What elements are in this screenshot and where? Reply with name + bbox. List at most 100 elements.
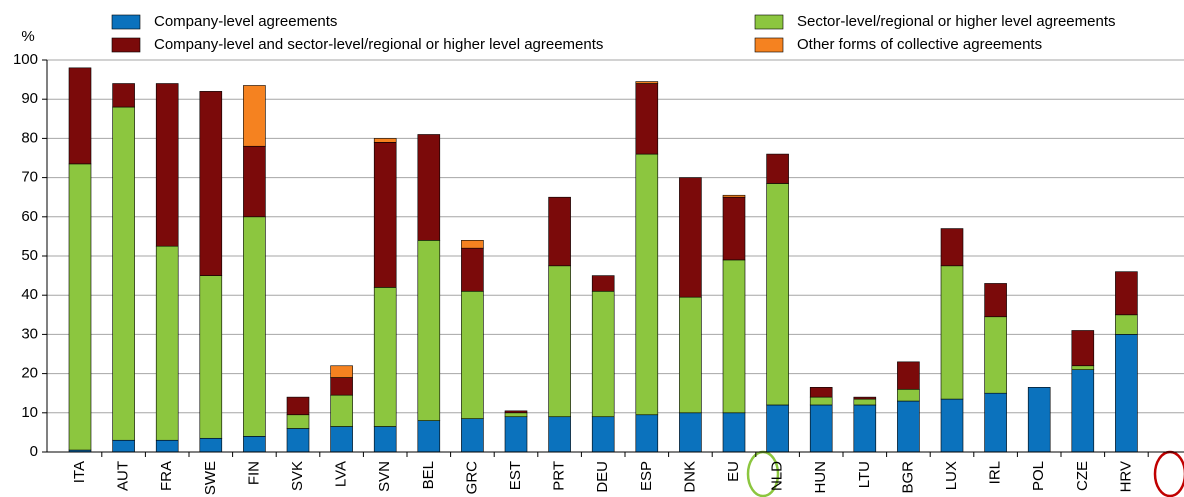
x-tick-label: EST bbox=[507, 461, 524, 490]
bar-segment bbox=[199, 275, 223, 439]
y-axis-label: % bbox=[21, 28, 34, 45]
x-tick-label: LUX bbox=[943, 461, 960, 490]
bar-segment bbox=[243, 436, 266, 453]
bar-segment bbox=[635, 153, 659, 416]
bar-segment bbox=[68, 67, 92, 165]
bar-segment bbox=[984, 283, 1007, 318]
x-tick-label: HRV bbox=[1117, 461, 1134, 492]
x-tick-label: POL bbox=[1030, 461, 1047, 491]
bar-segment bbox=[679, 296, 702, 414]
x-tick-label: FRA bbox=[158, 461, 175, 491]
bar-segment bbox=[330, 377, 353, 396]
y-tick-label: 50 bbox=[21, 247, 38, 264]
bar-segment bbox=[897, 361, 920, 390]
x-tick-label: PRT bbox=[551, 461, 568, 491]
bar-segment bbox=[330, 365, 353, 378]
bar-segment bbox=[373, 138, 397, 143]
bar-segment bbox=[1115, 314, 1138, 335]
bar-segment bbox=[940, 228, 964, 267]
bar-segment bbox=[984, 316, 1007, 394]
bar-segment bbox=[853, 398, 877, 406]
bar-segment bbox=[766, 153, 789, 184]
bar-segment bbox=[722, 194, 746, 198]
x-tick-label: EU bbox=[725, 461, 742, 482]
x-tick-label: DNK bbox=[681, 461, 698, 493]
x-tick-label: NLD bbox=[769, 461, 786, 491]
bar-segment bbox=[112, 106, 135, 441]
bar-segment bbox=[243, 85, 266, 147]
bar-segment bbox=[286, 396, 310, 416]
bar-segment bbox=[591, 290, 615, 418]
bar-segment bbox=[591, 275, 615, 292]
bar-segment bbox=[809, 404, 833, 453]
bar-segment bbox=[112, 439, 135, 453]
bar-segment bbox=[155, 439, 179, 453]
bar-segment bbox=[766, 183, 789, 406]
bar-segment bbox=[853, 404, 877, 453]
bar-segment bbox=[504, 412, 528, 418]
bar-segment bbox=[1115, 334, 1138, 453]
bar-segment bbox=[1115, 271, 1138, 316]
bar-segment bbox=[504, 410, 528, 414]
x-tick-label: IRL bbox=[987, 461, 1004, 484]
y-tick-label: 40 bbox=[21, 286, 38, 303]
bar-segment bbox=[1071, 330, 1095, 367]
y-tick-label: 100 bbox=[13, 51, 38, 68]
legend-swatch bbox=[754, 37, 784, 53]
y-tick-label: 80 bbox=[21, 129, 38, 146]
x-tick-label: LTU bbox=[856, 461, 873, 488]
y-tick-label: 20 bbox=[21, 365, 38, 382]
bar-segment bbox=[635, 414, 659, 453]
y-tick-label: 10 bbox=[21, 404, 38, 421]
x-tick-label: ESP bbox=[638, 461, 655, 491]
bar-segment bbox=[112, 83, 135, 108]
bar-segment bbox=[417, 134, 441, 241]
bar-segment bbox=[1071, 369, 1095, 453]
bar-segment bbox=[548, 416, 571, 453]
legend-label: Company-level agreements bbox=[154, 13, 337, 30]
bar-segment bbox=[68, 163, 92, 451]
bar-segment bbox=[243, 145, 266, 218]
bar-segment bbox=[330, 426, 353, 453]
bar-segment bbox=[373, 426, 397, 453]
x-tick-label: GRC bbox=[463, 461, 480, 495]
bar-segment bbox=[897, 388, 920, 402]
y-tick-label: 30 bbox=[21, 325, 38, 342]
x-tick-label: CZE bbox=[1074, 461, 1091, 491]
bar-segment bbox=[940, 398, 964, 453]
bar-segment bbox=[940, 265, 964, 400]
legend-label: Sector-level/regional or higher level ag… bbox=[797, 13, 1116, 30]
y-tick-label: 70 bbox=[21, 169, 38, 186]
bar-segment bbox=[1071, 365, 1095, 370]
y-tick-label: 60 bbox=[21, 208, 38, 225]
bar-segment bbox=[461, 290, 484, 419]
legend-swatch bbox=[111, 37, 141, 53]
bar-segment bbox=[461, 247, 484, 292]
bar-segment bbox=[548, 196, 571, 267]
bar-segment bbox=[722, 412, 746, 453]
bar-segment bbox=[199, 437, 223, 453]
x-tick-label: SVN bbox=[376, 461, 393, 492]
bar-segment bbox=[417, 240, 441, 421]
legend-swatch bbox=[111, 14, 141, 30]
bar-segment bbox=[155, 83, 179, 247]
bar-segment bbox=[373, 142, 397, 288]
bar-segment bbox=[417, 420, 441, 453]
bar-segment bbox=[853, 396, 877, 400]
bar-segment bbox=[461, 418, 484, 453]
bar-segment bbox=[809, 396, 833, 406]
bar-segment bbox=[330, 394, 353, 427]
legend-label: Company-level and sector-level/regional … bbox=[154, 36, 603, 53]
x-tick-label: DEU bbox=[594, 461, 611, 493]
bar-segment bbox=[635, 83, 659, 155]
x-tick-label: SVK bbox=[289, 461, 306, 491]
x-tick-label: BEL bbox=[420, 461, 437, 489]
bar-segment bbox=[766, 404, 789, 453]
bar-segment bbox=[897, 400, 920, 453]
legend-swatch bbox=[754, 14, 784, 30]
y-tick-label: 0 bbox=[30, 443, 38, 460]
x-tick-label: FIN bbox=[245, 461, 262, 485]
x-tick-label: ITA bbox=[71, 461, 88, 483]
x-tick-label: BGR bbox=[899, 461, 916, 494]
